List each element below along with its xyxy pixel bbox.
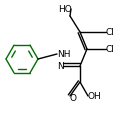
Text: OH: OH [88,92,102,101]
Text: Cl: Cl [106,28,115,37]
Text: HO: HO [58,5,72,14]
Text: O: O [69,94,76,103]
Text: NH: NH [57,50,70,59]
Text: Cl: Cl [106,45,115,54]
Text: N: N [57,62,64,71]
